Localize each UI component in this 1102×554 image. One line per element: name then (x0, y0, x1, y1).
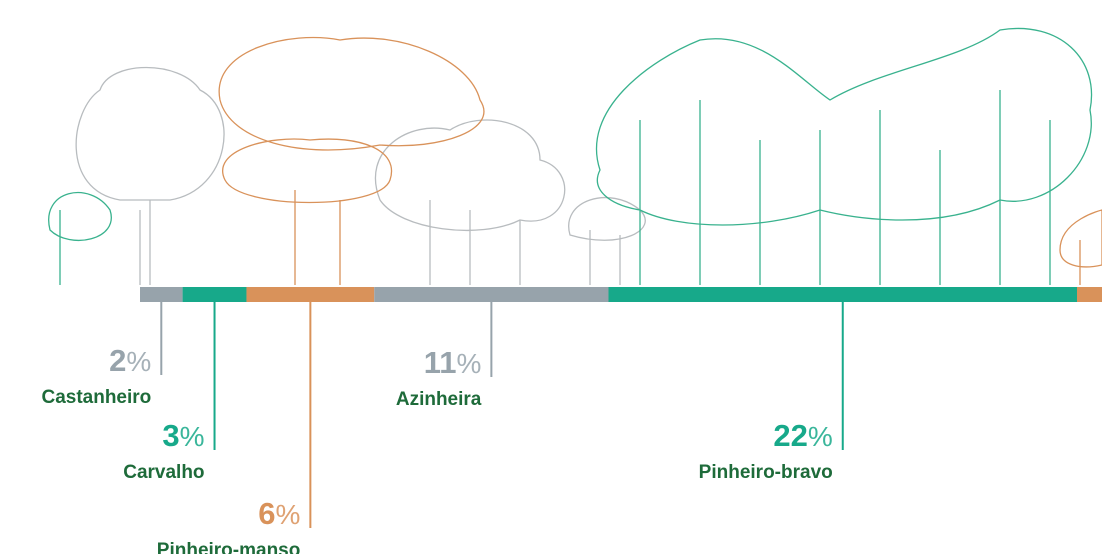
bar-segment (140, 287, 183, 302)
species-name: Pinheiro-manso (157, 540, 301, 554)
species-name: Pinheiro-bravo (699, 462, 833, 483)
percentage-value: 2 (109, 343, 126, 378)
percentage-unit: % (808, 421, 833, 452)
species-name: Castanheiro (41, 387, 151, 408)
bar-segment (246, 287, 375, 302)
percentage-label: 22% (773, 418, 832, 453)
tree-illustration (48, 27, 1102, 285)
bar-segment (374, 287, 609, 302)
percentage-unit: % (126, 346, 151, 377)
percentage-value: 6 (258, 496, 275, 531)
percentage-unit: % (275, 499, 300, 530)
percentage-label: 6% (258, 496, 300, 531)
percentage-unit: % (180, 421, 205, 452)
percentage-unit: % (456, 348, 481, 379)
species-name: Azinheira (396, 389, 482, 410)
percentage-value: 3 (162, 418, 179, 453)
percentage-label: 11% (424, 345, 482, 380)
percentage-label: 3% (162, 418, 204, 453)
percentage-value: 22 (773, 418, 807, 453)
species-name: Carvalho (123, 462, 204, 483)
bar-segment (608, 287, 1077, 302)
percentage-value: 11 (424, 345, 457, 380)
bar-segment (182, 287, 247, 302)
percentage-label: 2% (109, 343, 151, 378)
bar-continuation (1077, 287, 1102, 302)
